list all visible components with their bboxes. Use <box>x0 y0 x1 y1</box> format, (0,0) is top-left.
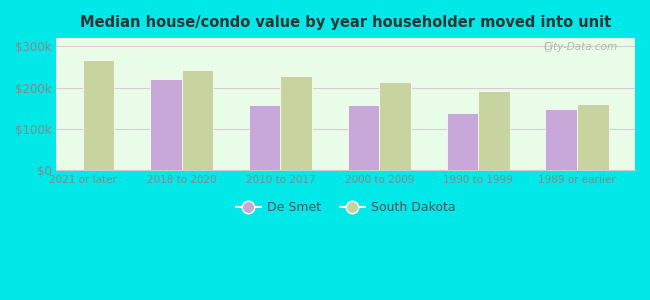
Bar <box>577 104 608 170</box>
Bar <box>348 105 380 170</box>
Bar <box>181 70 213 170</box>
Bar <box>83 60 114 170</box>
Bar <box>281 76 312 170</box>
Bar <box>545 109 577 170</box>
Legend: De Smet, South Dakota: De Smet, South Dakota <box>231 196 461 220</box>
Title: Median house/condo value by year householder moved into unit: Median house/condo value by year househo… <box>80 15 612 30</box>
Bar <box>447 113 478 170</box>
Bar <box>380 82 411 170</box>
Bar <box>150 80 181 170</box>
Bar <box>249 105 281 170</box>
Bar <box>478 91 510 170</box>
Text: City-Data.com: City-Data.com <box>543 42 618 52</box>
Text: ⓘ: ⓘ <box>545 42 551 52</box>
